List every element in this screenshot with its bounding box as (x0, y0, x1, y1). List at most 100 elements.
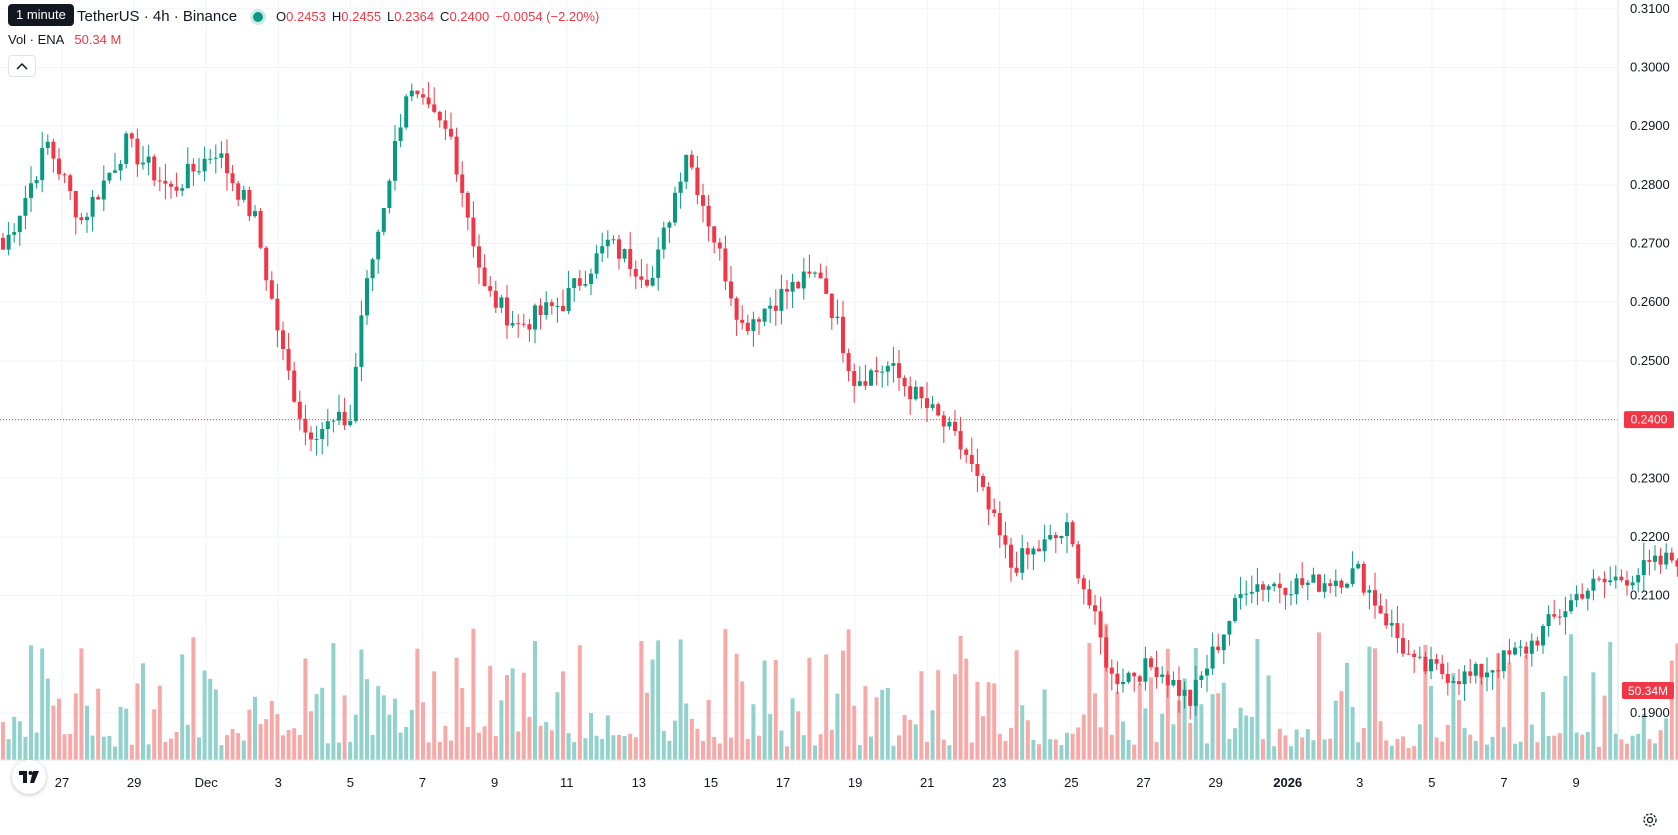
volume-bar (202, 670, 207, 760)
candle-body (320, 429, 325, 440)
volume-bar (1216, 693, 1221, 760)
candle-body (57, 158, 61, 175)
volume-bar (594, 735, 599, 760)
volume-bar (325, 743, 330, 760)
candle-body (846, 353, 851, 372)
volume-bar (1440, 741, 1445, 760)
price-tick-label: 0.3000 (1630, 59, 1670, 74)
volume-bar (1, 721, 5, 760)
volume-bar (342, 695, 347, 760)
candle-body (1216, 646, 1221, 651)
volume-bar (17, 721, 22, 760)
volume-value: 50.34 M (74, 32, 122, 47)
volume-bar (1137, 683, 1142, 760)
price-axis[interactable]: 0.3100 0.3000 0.2900 0.2800 0.2700 0.2600 0.25… (1617, 0, 1670, 760)
volume-bar (241, 740, 246, 760)
market-status-icon[interactable] (253, 12, 263, 22)
volume-bar (1025, 720, 1030, 760)
volume-bar (1574, 732, 1579, 760)
collapse-legend-button[interactable] (8, 55, 36, 77)
candle-body (1098, 611, 1103, 638)
volume-bar (62, 734, 67, 760)
volume-bar (1563, 676, 1568, 760)
volume-bar (1037, 744, 1041, 760)
volume-bar (454, 657, 459, 760)
volume-bar (68, 733, 73, 760)
volume-bar (1087, 643, 1092, 760)
volume-bar (1042, 689, 1047, 760)
volume-bar (376, 686, 381, 760)
candle-body (1048, 535, 1053, 540)
candle-body (1541, 625, 1545, 646)
candle-body (1434, 659, 1439, 664)
volume-bar (1507, 662, 1512, 760)
volume-bar (1541, 691, 1545, 760)
candle-body (1423, 656, 1428, 672)
candle-body (947, 421, 952, 427)
volume-series (1, 623, 1678, 760)
price-tick-label: 0.2500 (1630, 353, 1670, 368)
volume-bar (40, 648, 45, 760)
candle-body (1294, 578, 1299, 595)
volume-bar (852, 705, 857, 760)
volume-bar (1104, 623, 1109, 760)
candle-body (1165, 674, 1170, 686)
volume-bar (661, 730, 666, 760)
volume-bar (880, 689, 885, 760)
volume-bar (1389, 745, 1394, 760)
time-axis[interactable]: 27 29 Dec 3 5 7 9 11 13 15 17 19 21 23 25 27 29 2026 3 5 7 9 (0, 759, 1678, 790)
candle-body (1283, 587, 1288, 596)
volume-bar (1143, 708, 1148, 760)
candle-body (1647, 560, 1652, 562)
candle-body (415, 90, 420, 95)
volume-bar (157, 685, 162, 760)
volume-bar (510, 668, 515, 760)
candle-body (975, 464, 980, 476)
volume-bar (1367, 646, 1372, 760)
candle-body (1070, 522, 1075, 545)
candle-body (829, 293, 834, 319)
volume-bar (706, 699, 711, 760)
symbol-title[interactable]: TetherUS · 4h · Binance (77, 8, 238, 25)
tradingview-logo-icon[interactable] (12, 760, 46, 794)
candle-body (1664, 552, 1669, 565)
volume-bar (253, 696, 257, 760)
candle-body (639, 276, 644, 280)
candle-body (174, 186, 179, 191)
candle-body (1076, 544, 1081, 579)
volume-bar (1210, 694, 1215, 760)
volume-bar (1518, 741, 1523, 760)
candle-body (930, 404, 935, 408)
volume-bar (409, 709, 414, 760)
volume-legend[interactable]: Vol · ENA 50.34 M (8, 32, 121, 48)
candle-body (600, 246, 605, 254)
high-label: H (331, 9, 342, 24)
candle-body (225, 153, 229, 174)
volume-bar (90, 735, 95, 760)
volume-bar (1613, 733, 1618, 760)
volume-bar (482, 726, 487, 760)
volume-bar (751, 704, 756, 760)
svg-text:0.2400: 0.2400 (1631, 413, 1668, 427)
candle-body (1669, 552, 1674, 561)
time-tick-label: 7 (419, 775, 426, 790)
candle-body (499, 297, 504, 308)
change-value: −0.0054 (−2.20%) (495, 9, 600, 24)
candle-body (645, 279, 649, 286)
volume-bar (1423, 644, 1428, 760)
candle-body (1401, 638, 1405, 654)
volume-bar (141, 663, 145, 760)
candle-body (1333, 580, 1338, 587)
volume-bar (236, 732, 241, 760)
candle-body (152, 156, 157, 181)
volume-bar (869, 736, 873, 760)
candle-body (1384, 613, 1389, 626)
volume-bar (387, 714, 392, 760)
candle-body (857, 381, 862, 386)
candle-body (1507, 650, 1512, 655)
candle-body (1081, 578, 1086, 590)
candle-body (986, 486, 991, 510)
candle-body (157, 180, 162, 182)
gear-icon[interactable] (1642, 812, 1658, 833)
